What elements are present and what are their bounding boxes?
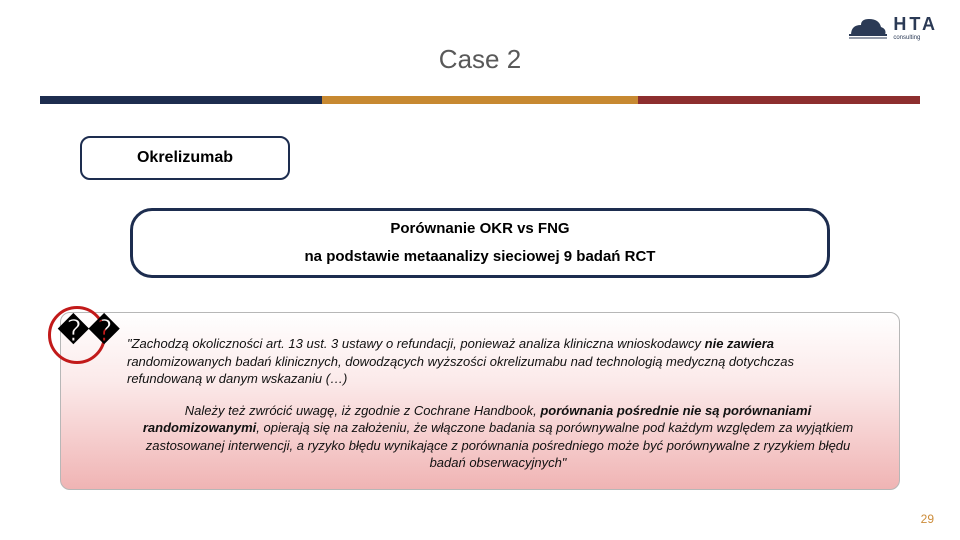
comparison-box: Porównanie OKR vs FNG na podstawie metaa… bbox=[130, 208, 830, 278]
page-number: 29 bbox=[921, 512, 934, 526]
bar-seg-3 bbox=[638, 96, 920, 104]
brand-logo: HTA consulting bbox=[849, 14, 938, 41]
question-marker-glyph: �� bbox=[58, 314, 120, 349]
comparison-title: Porównanie OKR vs FNG bbox=[390, 215, 569, 244]
brand-logo-icon bbox=[849, 17, 887, 39]
bar-seg-2 bbox=[322, 96, 639, 104]
question-marker: �� bbox=[48, 306, 106, 364]
drug-label: Okrelizumab bbox=[137, 149, 233, 167]
bar-seg-1 bbox=[40, 96, 322, 104]
divider-bar bbox=[40, 96, 920, 104]
quote-paragraph-1: "Zachodzą okoliczności art. 13 ust. 3 us… bbox=[127, 335, 869, 388]
page-title: Case 2 bbox=[0, 44, 960, 75]
quote-box: "Zachodzą okoliczności art. 13 ust. 3 us… bbox=[60, 312, 900, 490]
comparison-sub: na podstawie metaanalizy sieciowej 9 bad… bbox=[305, 243, 656, 272]
quote-paragraph-2: Należy też zwrócić uwagę, iż zgodnie z C… bbox=[127, 402, 869, 472]
brand-name: HTA bbox=[893, 14, 938, 35]
brand-sub: consulting bbox=[893, 35, 938, 41]
drug-label-box: Okrelizumab bbox=[80, 136, 290, 180]
